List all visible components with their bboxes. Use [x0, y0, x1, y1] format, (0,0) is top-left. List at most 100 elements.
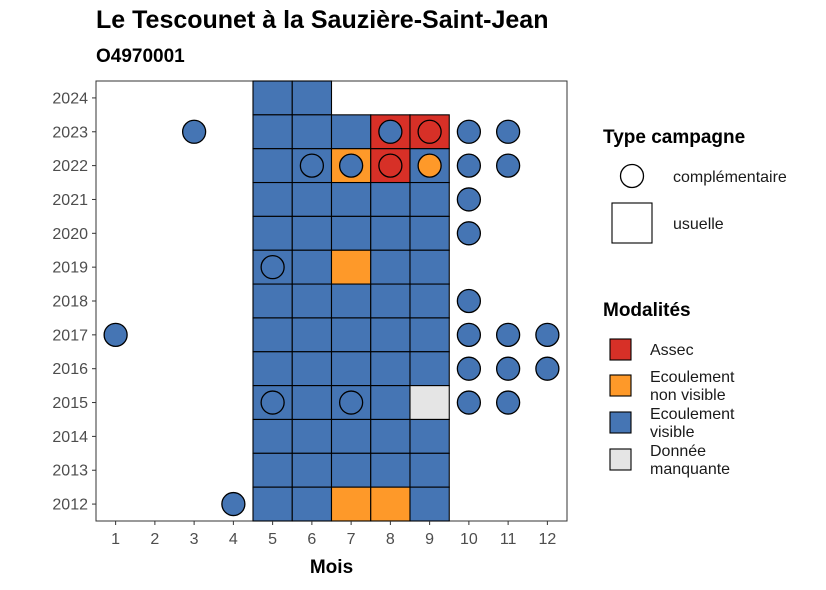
- tile-2016-7: [330, 351, 372, 387]
- tile-2013-9: [409, 452, 450, 488]
- tile-2015-9: [409, 385, 450, 421]
- y-tick-label: 2017: [52, 327, 88, 344]
- tile-2014-6: [291, 418, 333, 454]
- tile-2012-6: [291, 486, 333, 522]
- legend-key-donnee_manquante: [609, 448, 632, 471]
- point-2016-11: [495, 356, 521, 381]
- tile-2014-5: [252, 418, 293, 454]
- point-2015-5: [260, 390, 285, 415]
- tile-2019-6: [291, 249, 333, 285]
- tile-2020-9: [409, 215, 450, 251]
- plot-area: [95, 80, 568, 522]
- tile-2014-9: [409, 418, 450, 454]
- y-tick-label: 2015: [52, 395, 88, 412]
- tile-2021-7: [330, 181, 372, 217]
- tile-2012-5: [252, 486, 293, 522]
- x-tick-label: 5: [268, 531, 277, 548]
- tile-2018-6: [291, 283, 333, 319]
- tile-2020-7: [330, 215, 372, 251]
- y-tick-label: 2016: [52, 361, 88, 378]
- tile-2015-6: [291, 385, 333, 421]
- x-tick-label: 12: [538, 531, 556, 548]
- tile-2013-5: [252, 452, 293, 488]
- point-2019-5: [260, 255, 285, 280]
- x-tick-label: 10: [460, 531, 478, 548]
- legend-color-title: Modalités: [603, 300, 691, 321]
- tile-2012-9: [409, 486, 450, 522]
- legend-square-key: [611, 202, 653, 244]
- y-tick-label: 2023: [52, 124, 88, 141]
- point-2022-7: [338, 153, 364, 178]
- chart-subtitle: O4970001: [96, 46, 185, 67]
- tile-2013-8: [370, 452, 411, 488]
- tile-2017-6: [291, 317, 333, 353]
- tile-2023-5: [252, 114, 293, 150]
- x-tick-label: 11: [500, 531, 517, 548]
- point-2018-10: [456, 288, 482, 314]
- point-2023-11: [495, 119, 521, 144]
- x-tick-label: 8: [386, 531, 395, 548]
- legend-label-assec: Assec: [650, 342, 694, 359]
- point-2021-10: [456, 187, 482, 212]
- y-tick-label: 2022: [52, 158, 88, 175]
- point-2023-10: [456, 119, 482, 144]
- tile-2018-5: [252, 283, 293, 319]
- y-tick-label: 2012: [52, 497, 88, 514]
- tile-2019-9: [409, 249, 450, 285]
- tile-2023-7: [330, 114, 372, 150]
- tile-2014-8: [370, 418, 411, 454]
- x-tick-label: 1: [111, 531, 120, 548]
- y-tick-label: 2020: [52, 226, 88, 243]
- tile-2020-6: [291, 215, 333, 251]
- point-2015-11: [495, 390, 521, 415]
- tile-2012-8: [370, 486, 411, 522]
- tile-2024-6: [291, 80, 333, 116]
- point-2023-8: [378, 119, 403, 144]
- tile-2016-8: [370, 351, 411, 387]
- tile-2012-7: [330, 486, 372, 522]
- legend-label-ecoulement_non_visible: non visible: [650, 387, 726, 404]
- x-axis-title: Mois: [310, 557, 353, 578]
- tile-2016-5: [252, 351, 293, 387]
- tile-2020-8: [370, 215, 411, 251]
- chart-title: Le Tescounet à la Sauzière-Saint-Jean: [96, 6, 549, 34]
- y-tick-label: 2013: [52, 463, 88, 480]
- point-2017-11: [495, 322, 521, 347]
- x-tick-label: 3: [190, 531, 199, 548]
- legend-shape-title: Type campagne: [603, 127, 745, 148]
- legend-circle-key: [619, 163, 645, 189]
- tile-2021-5: [252, 181, 293, 217]
- legend-label-ecoulement_non_visible: Ecoulement: [650, 369, 735, 386]
- point-2016-10: [456, 356, 482, 381]
- tile-2018-9: [409, 283, 450, 319]
- tile-2018-8: [370, 283, 411, 319]
- y-tick-label: 2021: [52, 192, 88, 209]
- x-tick-label: 6: [307, 531, 316, 548]
- tile-2017-7: [330, 317, 372, 353]
- tile-2013-6: [291, 452, 333, 488]
- point-2022-9: [417, 153, 442, 178]
- y-tick-label: 2019: [52, 260, 88, 277]
- legend-label-ecoulement_visible: Ecoulement: [650, 406, 735, 423]
- tile-2016-9: [409, 351, 450, 387]
- point-2023-3: [181, 119, 207, 144]
- x-tick-label: 9: [425, 531, 434, 548]
- legend-key-ecoulement_visible: [609, 411, 632, 434]
- tile-2013-7: [330, 452, 372, 488]
- tile-2017-8: [370, 317, 411, 353]
- legend-label-ecoulement_visible: visible: [650, 424, 695, 441]
- tile-2021-9: [409, 181, 450, 217]
- point-2012-4: [221, 491, 246, 517]
- tile-2017-5: [252, 317, 293, 353]
- point-2017-1: [103, 322, 128, 347]
- y-tick-label: 2024: [52, 90, 88, 107]
- point-2022-8: [378, 153, 403, 178]
- point-2015-7: [338, 390, 364, 415]
- point-2017-12: [535, 322, 560, 347]
- x-tick-label: 7: [347, 531, 356, 548]
- tile-2016-6: [291, 351, 333, 387]
- tile-2021-6: [291, 181, 333, 217]
- tile-2022-5: [252, 148, 293, 184]
- tile-2015-8: [370, 385, 411, 421]
